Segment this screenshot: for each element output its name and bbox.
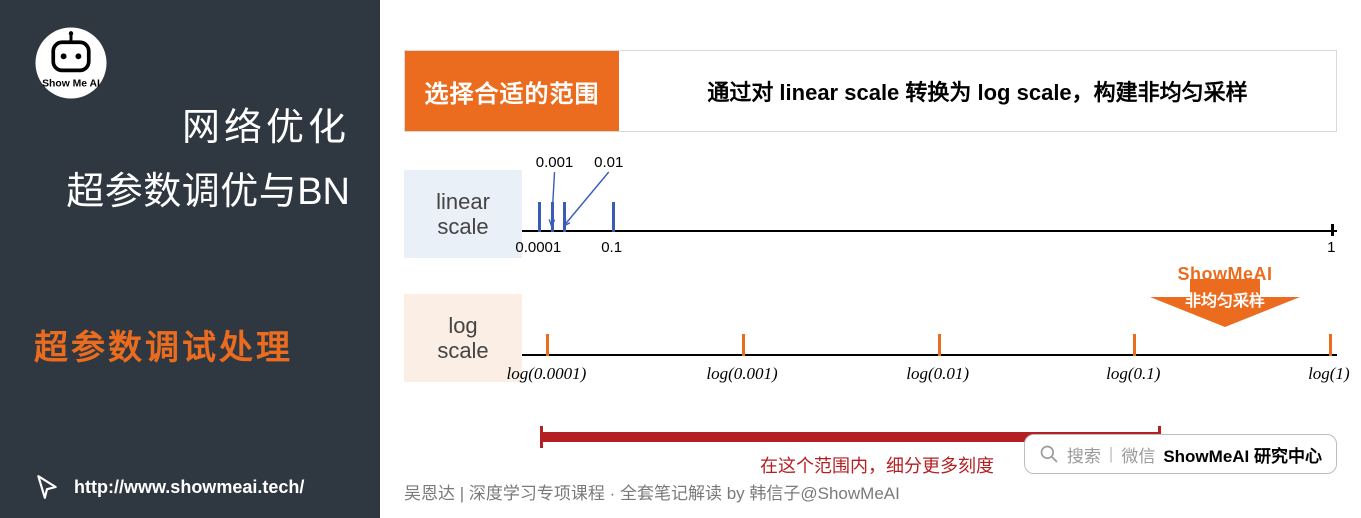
log-tick-label: log(1) [1308,364,1350,384]
linear-tick [1331,224,1334,236]
linear-tick [563,202,566,232]
linear-pointers [522,170,1337,258]
linear-tick-label: 0.1 [601,239,622,256]
linear-tick [538,202,541,232]
sidebar-title-1: 网络优化 [182,96,350,151]
search-placeholder: 搜索 [1067,442,1101,467]
log-tick [938,334,941,356]
linear-tick-label: 0.001 [536,154,574,171]
sidebar: Show Me AI 网络优化 超参数调优与BN 超参数调试处理 http://… [0,0,380,518]
linear-label-2: scale [437,214,488,239]
logo: Show Me AI [34,26,108,100]
log-axis-line [522,354,1337,356]
log-tick [742,334,745,356]
cursor-icon [34,474,60,500]
search-mid: 微信 [1121,442,1155,467]
sidebar-title-2-suffix: BN [297,171,350,213]
search-bold: ShowMeAI 研究中心 [1163,442,1322,467]
linear-scale-label: linear scale [404,170,522,258]
mid-arrow: ShowMeAI 非均匀采样 [1140,264,1310,351]
header-row: 选择合适的范围 通过对 linear scale 转换为 log scale，构… [404,50,1337,132]
linear-scale-row: linear scale 0.00010.0010.010.11 [404,170,1337,258]
main: ShowMeAI 选择合适的范围 通过对 linear scale 转换为 lo… [380,0,1361,518]
linear-tick [551,202,554,232]
search-pill[interactable]: 搜索 | 微信 ShowMeAI 研究中心 [1024,434,1337,474]
sidebar-url-row: http://www.showmeai.tech/ [34,474,304,500]
linear-tick-label: 0.01 [594,154,623,171]
svg-text:Show Me AI: Show Me AI [42,79,100,90]
linear-axis: 0.00010.0010.010.11 [522,170,1337,258]
logo-text: Show Me AI [42,79,100,90]
sidebar-title-2: 超参数调优与BN [34,160,350,215]
sidebar-url[interactable]: http://www.showmeai.tech/ [74,477,304,498]
search-icon [1039,444,1059,464]
log-label-1: log [448,313,477,338]
header-right: 通过对 linear scale 转换为 log scale，构建非均匀采样 [619,51,1336,131]
log-label-2: scale [437,338,488,363]
log-tick-label: log(0.001) [706,364,777,384]
search-divider: | [1109,444,1113,464]
sidebar-subtitle: 超参数调试处理 [34,320,293,369]
log-tick [1133,334,1136,356]
log-tick [1329,334,1332,356]
log-tick-label: log(0.1) [1106,364,1160,384]
log-tick-label: log(0.0001) [507,364,587,384]
log-scale-label: log scale [404,294,522,382]
header-left: 选择合适的范围 [405,51,619,131]
sidebar-title-2-prefix: 超参数调优与 [66,171,297,213]
range-text: 在这个范围内，细分更多刻度 [760,452,994,478]
range-bar-cap-left [540,426,543,448]
log-tick-label: log(0.01) [906,364,969,384]
mid-arrow-text2: 非均匀采样 [1140,287,1310,311]
linear-label-1: linear [436,189,490,214]
linear-tick-label: 0.0001 [515,239,561,256]
log-tick [546,334,549,356]
linear-tick-label: 1 [1327,239,1335,256]
credit: 吴恩达 | 深度学习专项课程 · 全套笔记解读 by 韩信子@ShowMeAI [404,479,900,504]
linear-tick [612,202,615,232]
